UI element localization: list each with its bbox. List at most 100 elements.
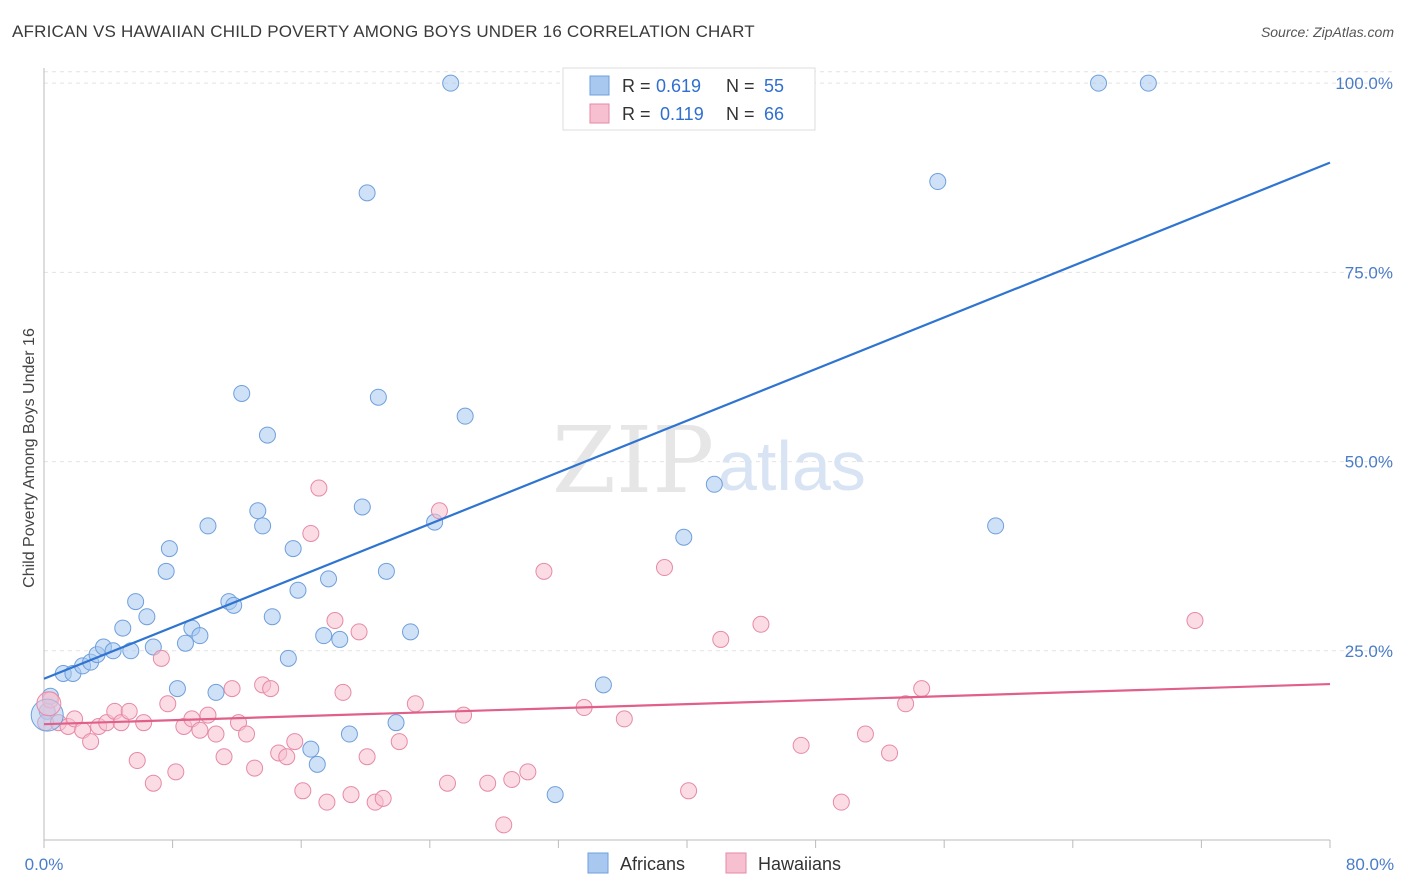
hawaiians-point xyxy=(503,770,521,788)
hawaiians-point xyxy=(159,695,177,713)
hawaiians-point xyxy=(519,763,537,781)
hawaiians-point xyxy=(832,793,850,811)
africans-point xyxy=(1139,74,1157,92)
africans-point xyxy=(279,649,297,667)
africans-point xyxy=(320,570,338,588)
y-tick-labels: 25.0% 50.0% 75.0% 100.0% xyxy=(1335,74,1393,661)
africans-point xyxy=(369,388,387,406)
africans-point xyxy=(929,173,947,191)
africans-point xyxy=(176,634,194,652)
hawaiians-point xyxy=(152,649,170,667)
hawaiians-point xyxy=(752,615,770,633)
hawaiians-point xyxy=(479,774,497,792)
hawaiians-point xyxy=(326,612,344,630)
bottom-legend-label-hawaiians: Hawaiians xyxy=(758,854,841,874)
y-axis-label: Child Poverty Among Boys Under 16 xyxy=(21,328,38,588)
hawaiians-point xyxy=(655,559,673,577)
chart-title: AFRICAN VS HAWAIIAN CHILD POVERTY AMONG … xyxy=(12,22,755,41)
y-tick-label: 50.0% xyxy=(1345,453,1393,472)
hawaiians-point xyxy=(167,763,185,781)
hawaiians-point xyxy=(712,630,730,648)
hawaiians-point xyxy=(455,706,473,724)
africans-point xyxy=(284,540,302,558)
africans-point xyxy=(114,619,132,637)
watermark-zip: ZIP xyxy=(552,407,714,514)
africans-point xyxy=(402,623,420,641)
hawaiians-point xyxy=(223,680,241,698)
scatter-points xyxy=(30,74,1204,834)
africans-point xyxy=(254,517,272,535)
hawaiians-point xyxy=(246,759,264,777)
africans-point xyxy=(138,608,156,626)
africans-trend-line xyxy=(43,161,1331,680)
africans-point xyxy=(546,786,564,804)
africans-point xyxy=(289,581,307,599)
africans-point xyxy=(168,680,186,698)
hawaiians-point xyxy=(135,714,153,732)
legend-swatch-hawaiians xyxy=(589,103,610,124)
africans-point xyxy=(987,517,1005,535)
legend-n-label-hawaiians: N = xyxy=(726,104,755,124)
hawaiians-point xyxy=(318,793,336,811)
source-label: Source: ZipAtlas.com xyxy=(1260,24,1394,40)
hawaiians-point xyxy=(406,695,424,713)
hawaiians-point xyxy=(302,524,320,542)
hawaiians-point xyxy=(310,479,328,497)
hawaiians-point xyxy=(238,725,256,743)
africans-point xyxy=(302,740,320,758)
legend-swatch-africans xyxy=(589,75,610,96)
x-tick-label-min: 0.0% xyxy=(25,855,64,874)
africans-point xyxy=(442,74,460,92)
hawaiians-point xyxy=(897,695,915,713)
hawaiians-point xyxy=(120,702,138,720)
africans-point xyxy=(191,627,209,645)
hawaiians-point xyxy=(128,752,146,770)
africans-point xyxy=(675,528,693,546)
legend-n-value-africans: 55 xyxy=(764,76,784,96)
africans-point xyxy=(315,627,333,645)
x-tick-labels: 0.0% 80.0% xyxy=(25,855,1394,874)
x-tick-label-max: 80.0% xyxy=(1346,855,1394,874)
y-tick-label: 75.0% xyxy=(1345,263,1393,282)
hawaiians-point xyxy=(374,789,392,807)
africans-point xyxy=(160,540,178,558)
africans-point xyxy=(1090,74,1108,92)
hawaiians-point xyxy=(390,733,408,751)
hawaiians-point xyxy=(495,816,513,834)
africans-point xyxy=(249,502,267,520)
hawaiians-point xyxy=(294,782,312,800)
africans-point xyxy=(263,608,281,626)
hawaiians-point xyxy=(342,786,360,804)
x-ticks xyxy=(43,840,1331,848)
hawaiians-trend-line xyxy=(43,682,1331,726)
hawaiians-point-large xyxy=(36,691,62,717)
africans-point xyxy=(340,725,358,743)
bottom-legend-label-africans: Africans xyxy=(620,854,685,874)
hawaiians-point xyxy=(1186,612,1204,630)
hawaiians-point xyxy=(82,733,100,751)
hawaiians-point xyxy=(680,782,698,800)
hawaiians-point xyxy=(792,736,810,754)
hawaiians-point xyxy=(358,748,376,766)
africans-point xyxy=(207,683,225,701)
legend-r-label-africans: R = xyxy=(622,76,651,96)
africans-point xyxy=(157,562,175,580)
africans-point xyxy=(353,498,371,516)
hawaiians-point xyxy=(207,725,225,743)
hawaiians-point xyxy=(286,733,304,751)
hawaiians-point xyxy=(430,502,448,520)
bottom-legend-swatch-africans xyxy=(587,852,609,874)
legend-r-label-hawaiians: R = xyxy=(622,104,651,124)
africans-point xyxy=(199,517,217,535)
africans-point xyxy=(594,676,612,694)
africans-point xyxy=(358,184,376,202)
africans-point xyxy=(387,714,405,732)
africans-point xyxy=(258,426,276,444)
africans-point xyxy=(308,755,326,773)
hawaiians-point xyxy=(144,774,162,792)
hawaiians-point xyxy=(856,725,874,743)
trend-lines xyxy=(43,161,1331,726)
y-tick-label: 100.0% xyxy=(1335,74,1393,93)
legend-n-value-hawaiians: 66 xyxy=(764,104,784,124)
